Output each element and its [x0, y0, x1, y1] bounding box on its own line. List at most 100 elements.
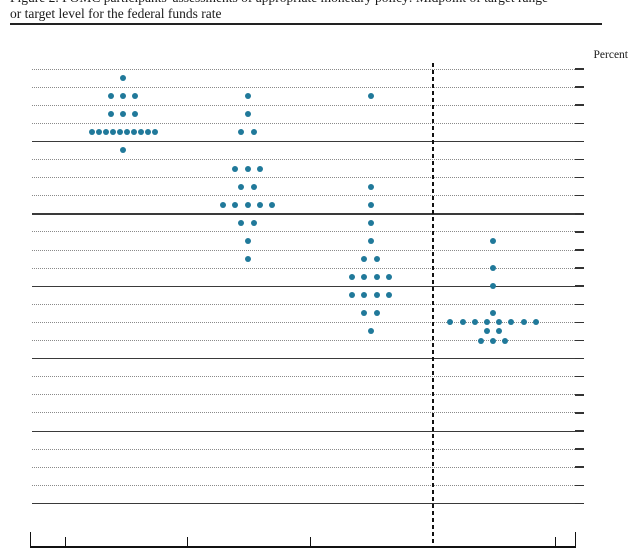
projection-dot [244, 201, 251, 208]
projection-dot [244, 256, 251, 263]
projection-dot [130, 129, 137, 136]
projection-dot [232, 165, 239, 172]
projection-dot [490, 337, 496, 344]
projection-dot [349, 274, 356, 281]
x-axis-tick [187, 537, 189, 546]
projection-dot [244, 111, 251, 118]
projection-dot [120, 75, 126, 82]
projection-dot [367, 183, 374, 190]
projection-dot [120, 147, 126, 154]
y-axis-tick [575, 502, 584, 505]
projection-dot [496, 319, 503, 326]
gridline-solid [31, 285, 575, 288]
y-axis-tick [575, 303, 584, 306]
projection-dot [361, 256, 368, 263]
axis-corner-tick [30, 531, 32, 546]
projection-dot [483, 328, 490, 335]
y-axis-tick [575, 357, 584, 360]
y-axis-tick [575, 267, 584, 269]
gridline-dotted [31, 231, 575, 233]
y-axis-tick [575, 231, 584, 233]
gridline-dotted [31, 195, 575, 197]
projection-dot [232, 201, 239, 208]
projection-dot [107, 111, 114, 118]
projection-dot [483, 319, 490, 326]
y-axis-tick [575, 321, 584, 324]
projection-dot [373, 274, 380, 281]
projection-dot [107, 93, 114, 100]
gridline-solid [31, 502, 575, 505]
projection-dot [361, 310, 368, 317]
gridline-dotted [31, 448, 575, 450]
projection-dot [116, 129, 123, 136]
projection-dot [459, 319, 466, 326]
gridline-solid [31, 213, 575, 215]
projection-dot [151, 129, 158, 136]
gridline-solid [31, 358, 575, 360]
y-axis-tick [575, 213, 584, 215]
gridline-dotted [31, 267, 575, 269]
projection-dot [385, 292, 392, 299]
projection-dot [349, 292, 356, 299]
projection-dot [471, 319, 478, 326]
projection-dot [144, 129, 151, 136]
figure-title-line2: or target level for the federal funds ra… [10, 6, 222, 21]
projection-dot [502, 337, 509, 344]
y-axis-tick [575, 122, 584, 125]
projection-dot [244, 237, 251, 244]
longer-run-separator-line [432, 63, 434, 548]
y-axis-tick [575, 285, 584, 287]
gridline-dotted [31, 484, 575, 486]
x-axis-tick [310, 537, 312, 546]
projection-dot [120, 93, 126, 100]
projection-dot [367, 219, 374, 226]
projection-dot [137, 129, 144, 136]
y-axis-tick [575, 194, 584, 197]
gridline-dotted [31, 466, 575, 468]
projection-dot [220, 201, 227, 208]
projection-dot [520, 319, 527, 326]
projection-dot [120, 111, 126, 118]
y-axis-tick [575, 394, 584, 396]
projection-dot [268, 201, 275, 208]
gridline-dotted [31, 394, 575, 396]
y-axis-tick [575, 484, 584, 487]
projection-dot [238, 183, 245, 190]
gridline-dotted [31, 104, 575, 106]
projection-dot [367, 328, 374, 335]
y-axis-tick [575, 339, 584, 342]
projection-dot [244, 93, 251, 100]
projection-dot [250, 129, 257, 136]
projection-dot [238, 129, 245, 136]
gridline-dotted [31, 412, 575, 414]
projection-dot [496, 328, 503, 335]
projection-dot [477, 337, 484, 344]
gridline-dotted [31, 159, 575, 160]
projection-dot [508, 319, 515, 326]
gridline-dotted [31, 86, 575, 88]
x-axis-tick [555, 537, 557, 546]
title-rule [10, 23, 602, 25]
gridline-solid [31, 140, 575, 143]
projection-dot [373, 292, 380, 299]
projection-dot [250, 183, 257, 190]
gridline-dotted [31, 340, 575, 341]
projection-dot [132, 111, 139, 118]
projection-dot [88, 129, 95, 136]
projection-dot [132, 93, 139, 100]
projection-dot [238, 219, 245, 226]
projection-dot [361, 292, 368, 299]
y-axis-tick [575, 466, 584, 468]
projection-dot [123, 129, 130, 136]
y-axis-tick [575, 86, 584, 88]
x-axis-line [30, 545, 576, 548]
projection-dot [109, 129, 116, 136]
y-axis-tick [575, 104, 584, 106]
projection-dot [490, 265, 496, 272]
projection-dot [367, 93, 374, 100]
projection-dot [95, 129, 102, 136]
projection-dot [102, 129, 109, 136]
y-axis-tick [575, 249, 584, 251]
